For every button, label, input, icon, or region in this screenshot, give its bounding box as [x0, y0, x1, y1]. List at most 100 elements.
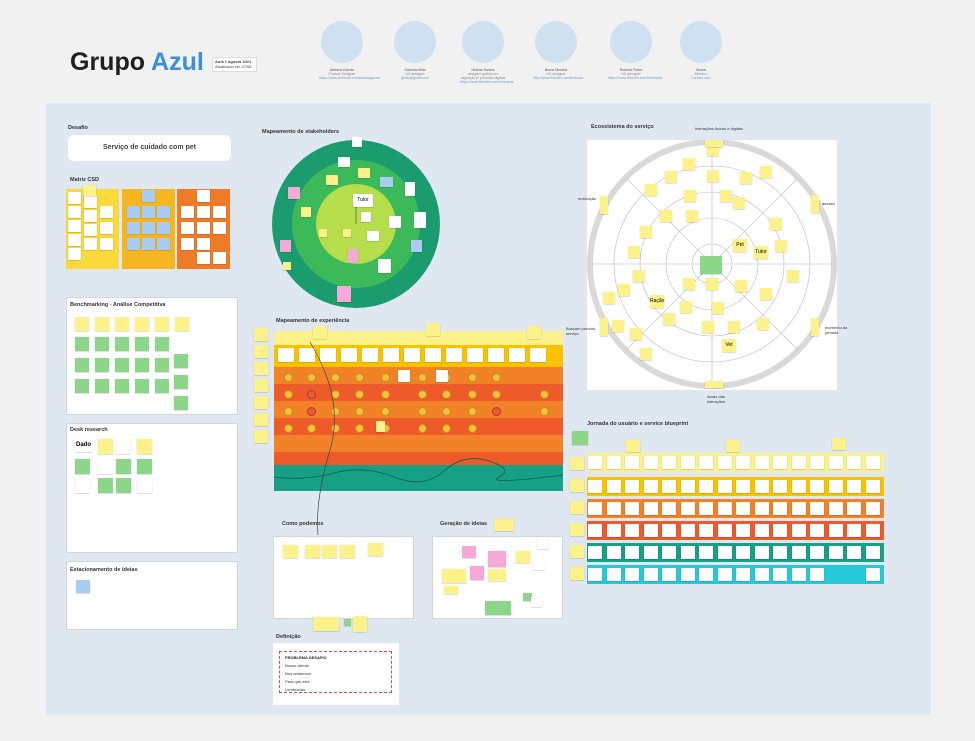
- bp-cell[interactable]: [792, 456, 806, 469]
- bp-cell[interactable]: [718, 546, 732, 559]
- bench-note[interactable]: [155, 379, 169, 393]
- bp-cell[interactable]: [755, 524, 769, 537]
- bp-cell[interactable]: [718, 568, 732, 581]
- csd-note[interactable]: [100, 206, 113, 218]
- eco-axis-tag[interactable]: [811, 318, 819, 336]
- idea-note[interactable]: [485, 601, 511, 615]
- bp-stage-note[interactable]: [726, 440, 740, 452]
- bp-cell[interactable]: [662, 480, 676, 493]
- idea-note[interactable]: [494, 519, 514, 531]
- eco-note[interactable]: [603, 292, 615, 304]
- bp-row-label[interactable]: [570, 479, 584, 492]
- eco-note[interactable]: [706, 278, 718, 290]
- bp-cell[interactable]: [607, 456, 621, 469]
- bench-note[interactable]: [115, 317, 129, 331]
- exp-row-emotion-curve[interactable]: [274, 465, 563, 491]
- bench-note[interactable]: [174, 354, 188, 368]
- bp-cell[interactable]: [607, 502, 621, 515]
- bp-cell[interactable]: [662, 546, 676, 559]
- csd-note[interactable]: [100, 222, 113, 234]
- bp-row-label[interactable]: [570, 501, 584, 514]
- stakeholder-rings[interactable]: [272, 140, 440, 308]
- desk-research-panel[interactable]: [66, 423, 238, 553]
- bp-cell[interactable]: [699, 568, 713, 581]
- bp-cell[interactable]: [866, 456, 880, 469]
- csd-note[interactable]: [213, 222, 226, 234]
- bp-cell[interactable]: [847, 480, 861, 493]
- stakeholder-note[interactable]: [288, 187, 300, 199]
- csd-note[interactable]: [157, 238, 170, 250]
- eco-axis-tag[interactable]: [705, 381, 723, 388]
- eco-note[interactable]: [775, 240, 787, 252]
- bp-cell[interactable]: [588, 546, 602, 559]
- bench-note[interactable]: [95, 317, 109, 331]
- desk-note[interactable]: [137, 439, 152, 454]
- bp-cell[interactable]: [625, 456, 639, 469]
- como-note[interactable]: [283, 545, 298, 558]
- bp-row-actions[interactable]: [587, 477, 884, 496]
- bp-cell[interactable]: [588, 502, 602, 515]
- bench-note[interactable]: [135, 337, 149, 351]
- definicao-statement[interactable]: PROBLEMA DESAFIO Nosso cliente Nós criar…: [279, 651, 392, 693]
- eco-note[interactable]: [618, 284, 630, 296]
- exp-action-note[interactable]: [530, 348, 546, 362]
- stakeholder-note[interactable]: [283, 262, 291, 270]
- exp-row-label[interactable]: [254, 430, 268, 443]
- exp-row-stages[interactable]: [274, 331, 563, 345]
- bp-cell[interactable]: [773, 546, 787, 559]
- bp-cell[interactable]: [662, 524, 676, 537]
- bp-cell[interactable]: [662, 456, 676, 469]
- bp-cell[interactable]: [699, 480, 713, 493]
- bp-cell[interactable]: [810, 456, 824, 469]
- eco-axis-tag[interactable]: [811, 195, 819, 213]
- bp-stage-note[interactable]: [832, 438, 846, 450]
- bp-cell[interactable]: [829, 502, 843, 515]
- board-badge[interactable]: Aula 1 agosto 2021 Atualizado em 07/08: [212, 57, 257, 72]
- bp-cell[interactable]: [625, 524, 639, 537]
- bp-cell[interactable]: [792, 524, 806, 537]
- bp-cell[interactable]: [847, 546, 861, 559]
- bp-cell[interactable]: [866, 480, 880, 493]
- csd-note[interactable]: [68, 192, 81, 204]
- stakeholder-note[interactable]: [343, 229, 351, 237]
- bp-cell[interactable]: [829, 524, 843, 537]
- definicao-check[interactable]: [344, 619, 351, 626]
- eco-note[interactable]: [735, 280, 747, 292]
- stakeholder-center-note[interactable]: Tutor: [353, 194, 373, 207]
- csd-note[interactable]: [197, 190, 210, 202]
- bp-cell[interactable]: [792, 568, 806, 581]
- desk-note[interactable]: [98, 478, 113, 493]
- eco-note[interactable]: [728, 321, 740, 333]
- bp-cell[interactable]: [755, 456, 769, 469]
- bp-cell[interactable]: [736, 546, 750, 559]
- definicao-panel[interactable]: [273, 643, 399, 705]
- csd-note[interactable]: [68, 248, 81, 260]
- team-member[interactable]: Bruna Membro Contato aqui: [678, 21, 724, 80]
- bp-row-label[interactable]: [570, 523, 584, 536]
- como-note[interactable]: [322, 545, 337, 558]
- idea-note[interactable]: [537, 537, 548, 549]
- bp-cell[interactable]: [588, 456, 602, 469]
- bp-cell[interactable]: [736, 456, 750, 469]
- eco-note[interactable]: [683, 278, 695, 290]
- exp-stage-note[interactable]: [426, 323, 440, 336]
- csd-note[interactable]: [142, 238, 155, 250]
- bench-note[interactable]: [155, 358, 169, 372]
- idea-note[interactable]: [488, 569, 506, 581]
- bench-note[interactable]: [175, 317, 189, 331]
- bench-note[interactable]: [75, 379, 89, 393]
- bp-cell[interactable]: [681, 524, 695, 537]
- eco-note[interactable]: [770, 218, 782, 230]
- team-member[interactable]: Helena Santos designer gráfica em migraç…: [460, 21, 514, 84]
- idea-note[interactable]: [442, 569, 466, 583]
- exp-row-label[interactable]: [254, 379, 268, 392]
- stakeholder-note[interactable]: [338, 157, 350, 167]
- desk-note[interactable]: [137, 478, 152, 493]
- bp-cell[interactable]: [755, 480, 769, 493]
- member-link[interactable]: gbrito@gmail.com: [400, 76, 430, 80]
- bp-cell[interactable]: [810, 568, 824, 581]
- exp-note[interactable]: [436, 370, 448, 382]
- member-link[interactable]: Contato aqui: [691, 76, 711, 80]
- eco-note[interactable]: [686, 210, 698, 222]
- desk-note[interactable]: [116, 478, 131, 493]
